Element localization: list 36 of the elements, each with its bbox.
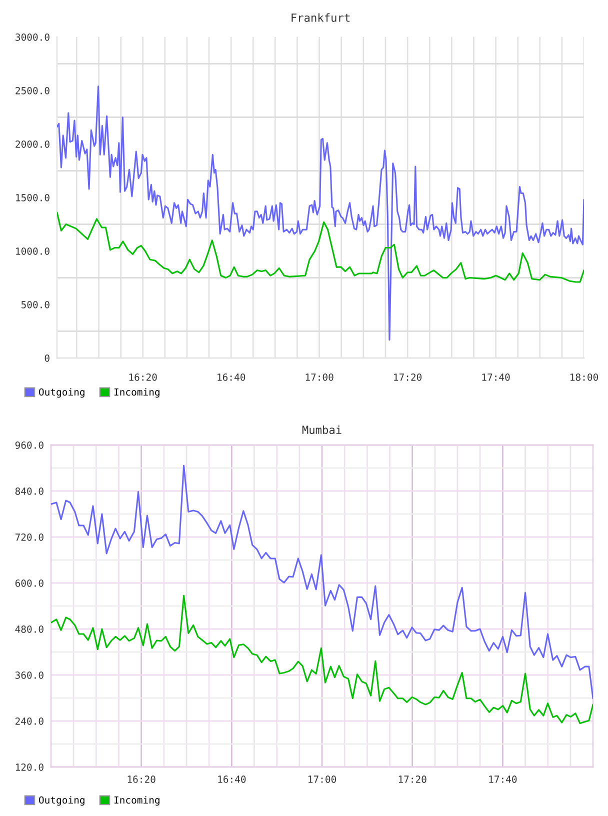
legend-label: Incoming — [114, 388, 160, 398]
y-tick-label: 720.0 — [15, 534, 44, 541]
x-tick-label: 16:40 — [218, 374, 246, 381]
line-series — [51, 464, 593, 700]
y-tick-label: 840.0 — [15, 488, 44, 495]
y-tick-label: 2500.0 — [16, 87, 50, 94]
y-tick-label: 240.0 — [16, 718, 44, 725]
y-tick-label: 480.0 — [15, 626, 44, 633]
y-tick-label: 600.0 — [15, 580, 44, 587]
y-tick-label: 120.0 — [16, 764, 44, 771]
y-tick-label: 1500.0 — [16, 194, 50, 202]
legend-label: Incoming — [114, 796, 160, 806]
x-tick-label: 17:20 — [394, 374, 422, 381]
line-series — [57, 212, 584, 283]
y-tick-label: 500.0 — [21, 301, 50, 308]
y-tick-label: 2000.0 — [16, 140, 50, 148]
x-tick-label: 17:20 — [398, 776, 426, 783]
y-tick-label: 960.0 — [15, 442, 44, 449]
chart-title: Frankfurt — [292, 13, 350, 22]
line-series — [51, 594, 593, 724]
chart-title: Mumbai — [302, 425, 342, 434]
line-series — [57, 85, 584, 341]
x-tick-label: 16:40 — [218, 776, 246, 783]
y-tick-label: 3000.0 — [16, 34, 50, 41]
x-tick-label: 17:40 — [489, 776, 517, 783]
y-tick-label: 360.0 — [15, 672, 44, 679]
x-tick-label: 17:40 — [482, 374, 510, 381]
legend-label: Outgoing — [39, 388, 84, 398]
x-tick-label: 16:20 — [129, 374, 157, 381]
y-tick-label: 1000.0 — [16, 248, 50, 255]
x-tick-label: 17:00 — [306, 374, 334, 381]
y-tick-label: 0 — [44, 354, 50, 362]
legend-label: Outgoing — [39, 796, 84, 806]
x-tick-label: 16:20 — [128, 776, 156, 783]
x-tick-label: 17:00 — [308, 776, 336, 783]
x-tick-label: 18:00 — [570, 374, 598, 381]
